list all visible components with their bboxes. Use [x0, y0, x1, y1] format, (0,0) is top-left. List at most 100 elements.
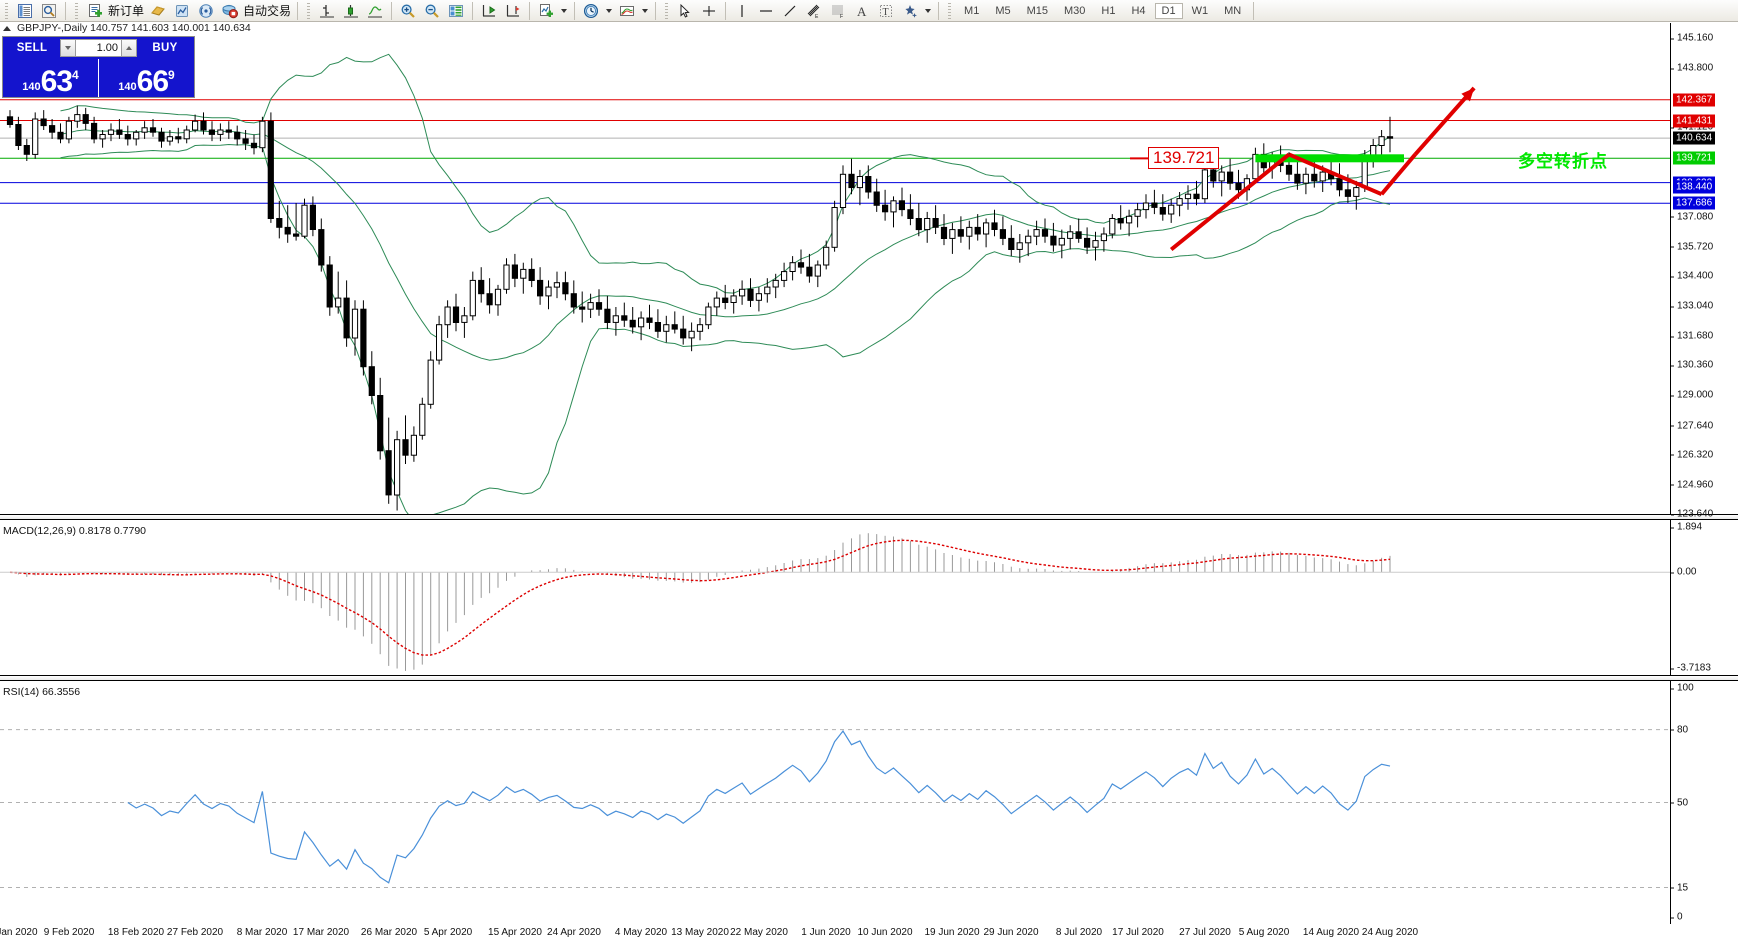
price-chart-pane[interactable]: 145.160 143.800 141.120 137.080 135.720 134.4…: [0, 23, 1738, 520]
candlestick[interactable]: [882, 189, 889, 221]
candlestick[interactable]: [1084, 227, 1091, 254]
candlestick[interactable]: [856, 169, 863, 206]
vertical-line-icon[interactable]: [730, 1, 754, 21]
price-level-label[interactable]: 141.431: [1673, 114, 1716, 127]
candlestick[interactable]: [410, 426, 417, 462]
candlestick[interactable]: [1041, 218, 1049, 243]
candlestick[interactable]: [579, 291, 586, 323]
candlestick[interactable]: [1353, 180, 1360, 210]
templates-icon[interactable]: [615, 1, 639, 21]
sell-price[interactable]: 140 63 4: [3, 59, 98, 97]
candlestick[interactable]: [1025, 229, 1032, 257]
candlestick[interactable]: [1370, 138, 1377, 168]
price-level-label[interactable]: 142.367: [1673, 93, 1716, 107]
candlestick[interactable]: [192, 114, 199, 133]
candlestick[interactable]: [385, 417, 392, 504]
trend-arrow-head[interactable]: [1461, 88, 1475, 102]
candlestick[interactable]: [107, 123, 115, 142]
candlestick[interactable]: [722, 284, 729, 310]
candlestick[interactable]: [1193, 180, 1200, 206]
market-watch-icon[interactable]: [13, 1, 37, 21]
candlestick[interactable]: [1008, 225, 1015, 257]
candlestick[interactable]: [1218, 165, 1225, 197]
candlestick[interactable]: [175, 127, 182, 144]
candlestick[interactable]: [629, 307, 636, 334]
candlestick[interactable]: [1075, 218, 1082, 243]
timeframe-m15[interactable]: M15: [1026, 4, 1048, 17]
candlestick[interactable]: [166, 130, 174, 146]
candlestick[interactable]: [772, 273, 779, 299]
timeframe-bar[interactable]: M1 M5 M15 M30 H1 H4 D1 W1 MN: [956, 2, 1249, 19]
trend-arrow[interactable]: [1413, 86, 1476, 156]
candlestick[interactable]: [1126, 209, 1133, 237]
candlestick[interactable]: [469, 271, 476, 321]
rsi-canvas[interactable]: [0, 681, 1670, 924]
candlestick[interactable]: [149, 119, 157, 137]
chevron-down-icon[interactable]: [925, 8, 932, 13]
candlestick[interactable]: [1302, 167, 1309, 195]
candlestick[interactable]: [680, 315, 687, 345]
candlestick[interactable]: [99, 130, 106, 148]
candlestick[interactable]: [688, 322, 695, 352]
candlestick[interactable]: [890, 196, 897, 228]
rsi-pane[interactable]: 100 80 50 15 0: [0, 681, 1738, 924]
candlestick[interactable]: [436, 315, 443, 365]
candlestick[interactable]: [528, 258, 535, 288]
candlestick[interactable]: [705, 302, 712, 330]
trend-arrow[interactable]: [1380, 153, 1417, 196]
candlestick[interactable]: [570, 280, 577, 314]
candlestick[interactable]: [200, 112, 207, 135]
candlestick[interactable]: [1386, 116, 1394, 153]
candlestick[interactable]: [671, 311, 678, 334]
macd-pane[interactable]: 1.894 0.00 -3.7183: [0, 520, 1738, 675]
candlestick[interactable]: [1134, 203, 1141, 228]
candlestick[interactable]: [520, 262, 527, 294]
candlestick[interactable]: [1227, 158, 1234, 190]
candlestick[interactable]: [612, 307, 619, 336]
candlestick[interactable]: [49, 119, 56, 139]
auto-trading-label[interactable]: 自动交易: [243, 4, 292, 18]
buy-price[interactable]: 140 66 9: [98, 59, 194, 97]
candlestick[interactable]: [1168, 198, 1175, 223]
candlestick[interactable]: [23, 138, 30, 161]
candlestick[interactable]: [503, 258, 510, 294]
candlestick[interactable]: [949, 222, 956, 254]
volume-increase-button[interactable]: [121, 39, 137, 57]
rsi-axis[interactable]: 100 80 50 15 0: [1670, 681, 1738, 924]
candlestick[interactable]: [74, 105, 81, 128]
candlestick-chart-icon[interactable]: [339, 1, 363, 21]
indicators-icon[interactable]: [534, 1, 558, 21]
candlestick[interactable]: [638, 311, 645, 341]
candlestick[interactable]: [1033, 220, 1040, 246]
candlestick[interactable]: [873, 178, 880, 212]
chevron-down-icon[interactable]: [606, 8, 613, 13]
zoom-out-icon[interactable]: [420, 1, 444, 21]
period-clock-icon[interactable]: [579, 1, 603, 21]
price-axis[interactable]: 145.160 143.800 141.120 137.080 135.720 134.4…: [1670, 23, 1738, 520]
candlestick[interactable]: [898, 187, 905, 217]
candlestick[interactable]: [444, 300, 451, 338]
toolbar-grip[interactable]: [3, 1, 10, 20]
toolbar-grip[interactable]: [73, 1, 80, 20]
candlestick[interactable]: [486, 278, 493, 314]
auto-scroll-icon[interactable]: [477, 1, 501, 21]
candlestick[interactable]: [789, 256, 796, 281]
candlestick[interactable]: [293, 203, 300, 241]
candlestick[interactable]: [301, 198, 308, 239]
text-icon[interactable]: A: [850, 1, 874, 21]
candlestick[interactable]: [267, 112, 274, 223]
candlestick[interactable]: [368, 351, 375, 405]
candlestick[interactable]: [545, 280, 552, 310]
buy-button[interactable]: BUY: [152, 42, 178, 54]
toolbar-grip[interactable]: [663, 1, 671, 20]
signals-icon[interactable]: [194, 1, 218, 21]
candlestick[interactable]: [402, 415, 409, 464]
candlestick[interactable]: [1067, 225, 1074, 250]
candlestick[interactable]: [537, 267, 544, 305]
candlestick[interactable]: [974, 214, 981, 241]
candlestick[interactable]: [924, 211, 931, 243]
candlestick[interactable]: [318, 218, 325, 272]
candlestick[interactable]: [116, 119, 123, 139]
candlestick[interactable]: [427, 351, 434, 409]
candlestick[interactable]: [1336, 163, 1343, 197]
